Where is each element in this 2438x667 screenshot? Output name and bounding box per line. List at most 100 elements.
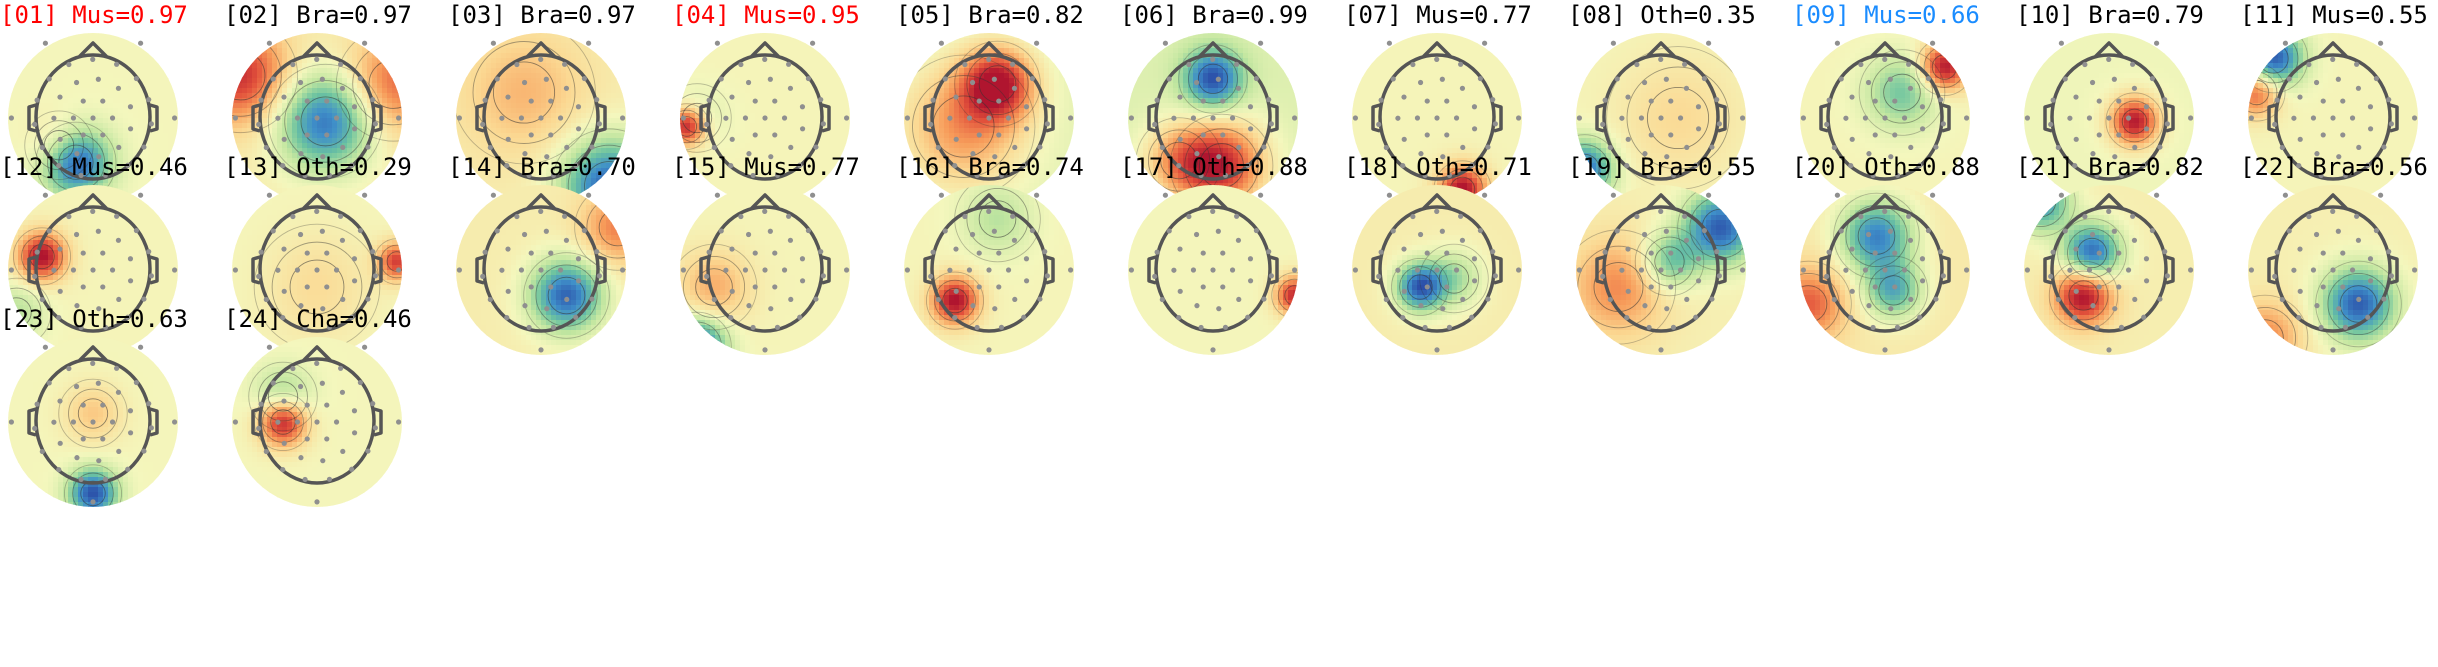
electrode-dot xyxy=(2106,208,2112,214)
electrode-dot xyxy=(1901,115,1908,121)
electrode-dot xyxy=(1186,213,1192,220)
component-tile[interactable]: [08] Oth=0.35 xyxy=(1568,0,1793,220)
electrode-dot xyxy=(969,231,976,238)
head-outline xyxy=(251,41,383,181)
electrode-dot xyxy=(266,192,272,198)
electrode-dot xyxy=(351,408,358,414)
electrode-dot xyxy=(1658,115,1664,121)
electrode-dot xyxy=(281,440,287,446)
electrode-dot xyxy=(935,144,941,151)
electrode-dot xyxy=(573,162,579,168)
electrode-dot xyxy=(942,228,948,234)
contour-line xyxy=(1870,61,1934,124)
electrode-dot xyxy=(1378,97,1384,103)
electrode-dot xyxy=(1434,208,1440,214)
electrode-dot xyxy=(314,267,320,273)
component-tile[interactable]: [12] Mus=0.46 xyxy=(0,152,225,372)
electrode-dot xyxy=(728,163,734,169)
electrode-dot xyxy=(1683,85,1690,91)
electrode-dot xyxy=(1386,192,1392,198)
component-tile[interactable]: [10] Bra=0.79 xyxy=(2016,0,2241,220)
electrode-dot xyxy=(109,267,116,273)
electrode-dot xyxy=(947,267,953,273)
electrode-dot xyxy=(1908,144,1914,151)
electrode-dot xyxy=(1849,136,1855,142)
electrode-dot xyxy=(1492,273,1498,279)
electrode-dot xyxy=(66,61,72,68)
electrode-dot xyxy=(2336,154,2342,160)
component-tile[interactable]: [18] Oth=0.71 xyxy=(1344,152,1569,372)
electrode-dot xyxy=(2297,246,2303,252)
component-tile[interactable]: [14] Bra=0.70 xyxy=(448,152,673,372)
component-tile[interactable]: [07] Mus=0.77 xyxy=(1344,0,1569,220)
electrode-dot xyxy=(1162,40,1168,46)
component-tile[interactable]: [15] Mus=0.77 xyxy=(672,152,897,372)
electrode-dot xyxy=(1843,267,1849,273)
electrode-dot xyxy=(2286,228,2292,234)
electrode-dot xyxy=(1882,347,1888,353)
electrode-dot xyxy=(1261,144,1267,150)
electrode-dot xyxy=(2141,162,2147,168)
electrode-dot xyxy=(2055,296,2061,303)
component-tile[interactable]: [01] Mus=0.97 xyxy=(0,0,225,220)
electrode-dot xyxy=(256,273,262,280)
electrode-dot xyxy=(2342,172,2349,178)
electrode-dot xyxy=(302,476,308,483)
head-outline xyxy=(1819,193,1951,333)
electrode-dot xyxy=(1352,115,1358,121)
electrode-dot xyxy=(349,314,355,320)
contour-line xyxy=(267,381,299,412)
electrode-dot xyxy=(102,172,109,178)
electrode-dot xyxy=(1625,246,1631,252)
electrode-dot xyxy=(1210,56,1216,62)
electrode-dot xyxy=(1253,227,1259,234)
electrode-dot xyxy=(976,250,982,256)
electrode-dot xyxy=(74,303,80,309)
contour-line xyxy=(966,187,1029,251)
electrode-dot xyxy=(1930,40,1936,46)
electrode-dot xyxy=(1930,192,1936,198)
electrode-dot xyxy=(2143,278,2150,284)
electrode-dot xyxy=(125,162,131,168)
component-title: [17] Oth=0.88 xyxy=(1120,152,1308,182)
component-tile[interactable]: [21] Bra=0.82 xyxy=(2016,152,2241,372)
component-title: [07] Mus=0.77 xyxy=(1344,0,1532,30)
electrode-dot xyxy=(528,132,534,138)
component-tile[interactable]: [04] Mus=0.95 xyxy=(672,0,897,220)
component-tile[interactable]: [24] Cha=0.46 xyxy=(224,304,449,524)
component-title: [24] Cha=0.46 xyxy=(224,304,412,334)
electrode-dot xyxy=(1186,61,1192,68)
electrode-dot xyxy=(297,79,304,86)
contour-line xyxy=(72,472,114,507)
electrode-dot xyxy=(351,430,358,436)
electrode-dot xyxy=(1258,40,1264,46)
electrode-dot xyxy=(1634,61,1640,68)
component-tile[interactable]: [19] Bra=0.55 xyxy=(1568,152,1793,372)
electrode-dot xyxy=(544,154,550,160)
component-tile[interactable]: [03] Bra=0.97 xyxy=(448,0,673,220)
component-tile[interactable]: [02] Bra=0.97 xyxy=(224,0,449,220)
electrode-dot xyxy=(294,419,301,425)
electrode-dot xyxy=(904,115,910,121)
component-tile[interactable]: [23] Oth=0.63 xyxy=(0,304,225,524)
component-tile[interactable]: [17] Oth=0.88 xyxy=(1120,152,1345,372)
electrode-dot xyxy=(1892,98,1898,104)
electrode-dot xyxy=(1695,126,1702,132)
component-tile[interactable]: [20] Oth=0.88 xyxy=(1792,152,2017,372)
electrode-dot xyxy=(172,419,178,425)
contour-line xyxy=(58,378,128,449)
electrode-dot xyxy=(538,347,544,353)
component-tile[interactable]: [16] Bra=0.74 xyxy=(896,152,1121,372)
electrode-dot xyxy=(1848,163,1854,169)
electrode-dot xyxy=(1177,136,1183,142)
electrode-dot xyxy=(51,419,57,425)
electrode-dot xyxy=(141,296,147,302)
electrode-dot xyxy=(522,151,528,157)
electrode-dot xyxy=(1422,172,1428,179)
electrode-dot xyxy=(1843,115,1849,121)
component-tile[interactable]: [22] Bra=0.56 xyxy=(2240,152,2438,372)
electrode-dot xyxy=(32,273,38,280)
electrode-dot xyxy=(952,163,958,169)
electrode-dot xyxy=(548,132,554,138)
